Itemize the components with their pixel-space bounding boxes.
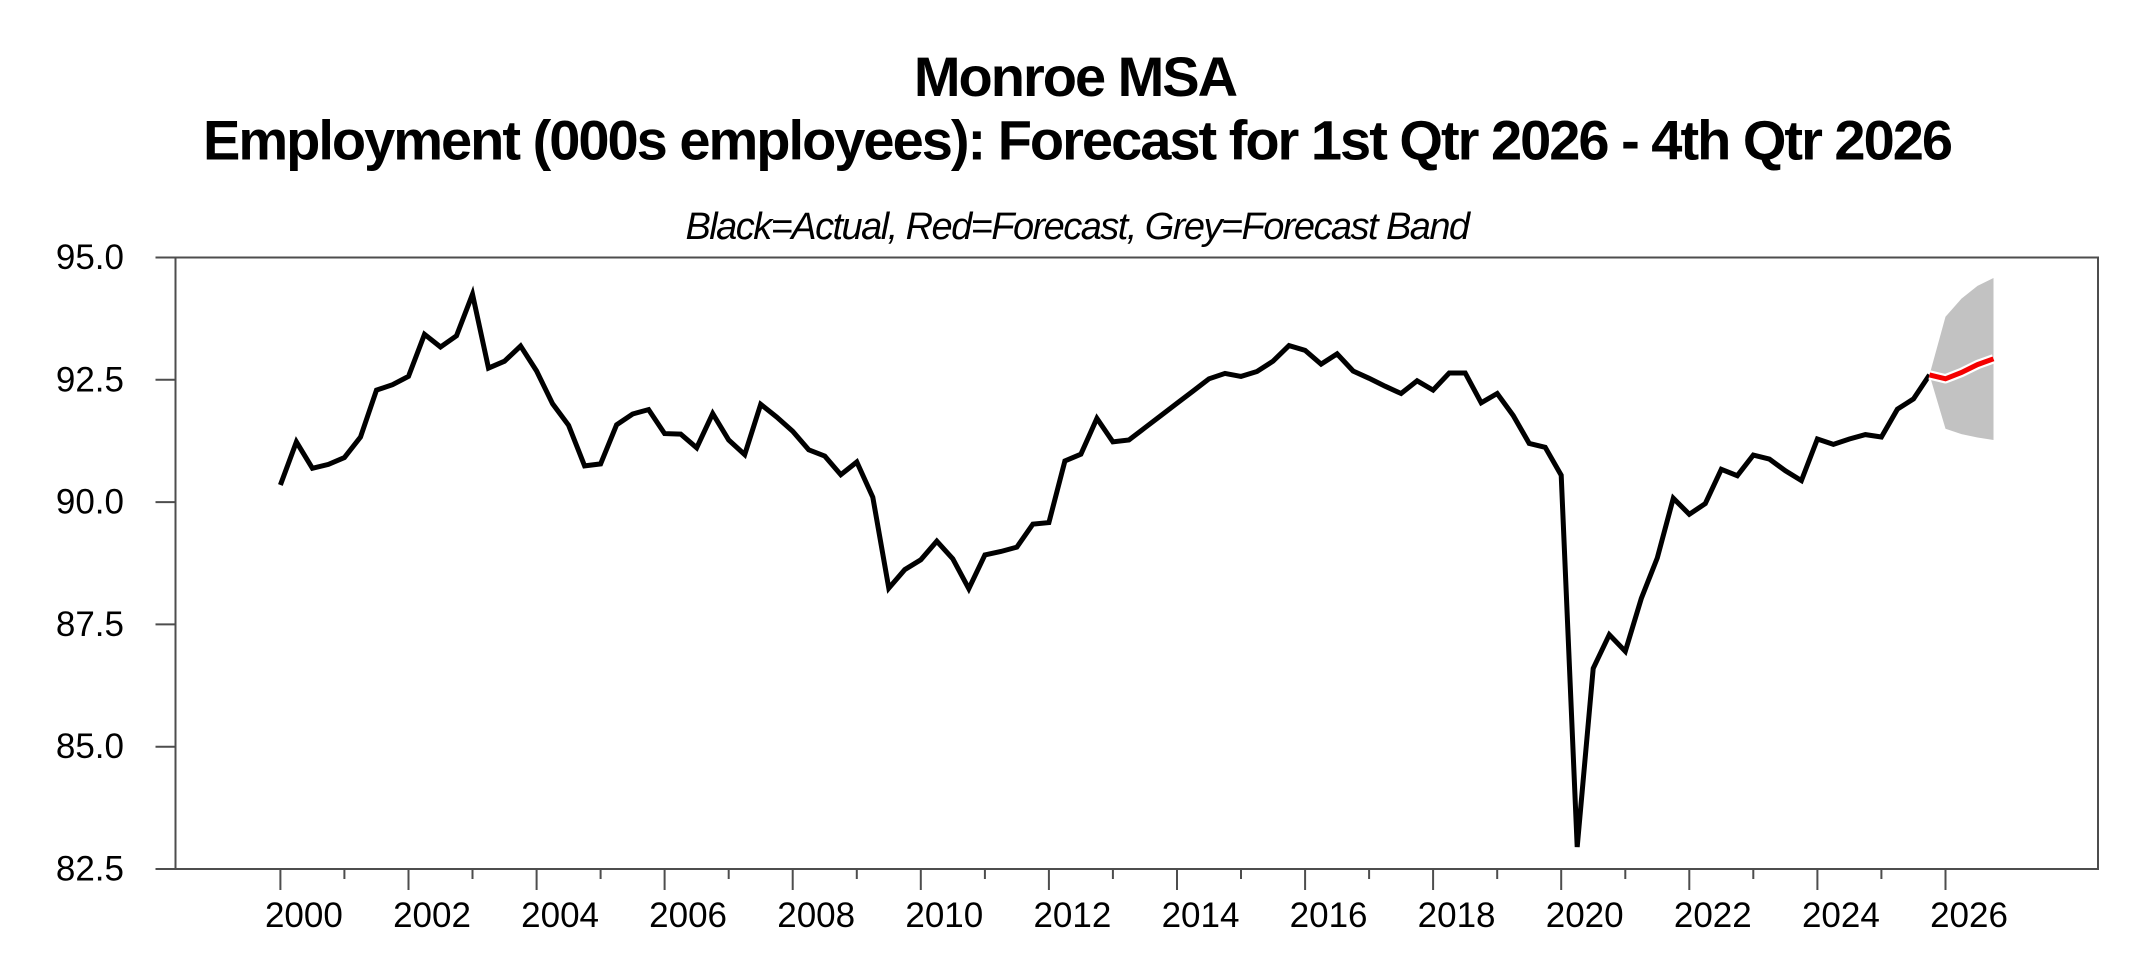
svg-text:Employment (000s employees): F: Employment (000s employees): Forecast fo… bbox=[203, 109, 1952, 172]
svg-text:2000: 2000 bbox=[265, 896, 343, 935]
svg-text:2022: 2022 bbox=[1674, 896, 1752, 935]
svg-text:92.5: 92.5 bbox=[56, 360, 124, 399]
svg-text:2016: 2016 bbox=[1290, 896, 1368, 935]
svg-text:2002: 2002 bbox=[393, 896, 471, 935]
svg-text:2010: 2010 bbox=[905, 896, 983, 935]
svg-text:2014: 2014 bbox=[1162, 896, 1240, 935]
svg-text:Black=Actual, Red=Forecast, Gr: Black=Actual, Red=Forecast, Grey=Forecas… bbox=[685, 206, 1471, 248]
svg-text:2006: 2006 bbox=[649, 896, 727, 935]
svg-text:2004: 2004 bbox=[521, 896, 599, 935]
svg-text:2008: 2008 bbox=[777, 896, 855, 935]
svg-text:2024: 2024 bbox=[1802, 896, 1880, 935]
svg-text:Monroe MSA: Monroe MSA bbox=[914, 45, 1237, 108]
svg-text:2012: 2012 bbox=[1033, 896, 1111, 935]
svg-text:2026: 2026 bbox=[1930, 896, 2008, 935]
svg-text:85.0: 85.0 bbox=[56, 727, 124, 766]
svg-text:87.5: 87.5 bbox=[56, 605, 124, 644]
svg-text:90.0: 90.0 bbox=[56, 483, 124, 522]
svg-text:2020: 2020 bbox=[1546, 896, 1624, 935]
svg-text:82.5: 82.5 bbox=[56, 850, 124, 889]
svg-text:2018: 2018 bbox=[1418, 896, 1496, 935]
svg-text:95.0: 95.0 bbox=[56, 238, 124, 277]
